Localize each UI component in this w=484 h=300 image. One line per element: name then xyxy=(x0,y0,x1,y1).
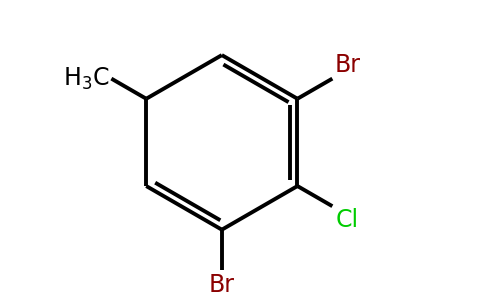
Text: Cl: Cl xyxy=(336,208,359,232)
Text: $\mathregular{H_3C}$: $\mathregular{H_3C}$ xyxy=(63,65,110,92)
Text: Br: Br xyxy=(209,273,235,297)
Text: Br: Br xyxy=(335,53,361,77)
